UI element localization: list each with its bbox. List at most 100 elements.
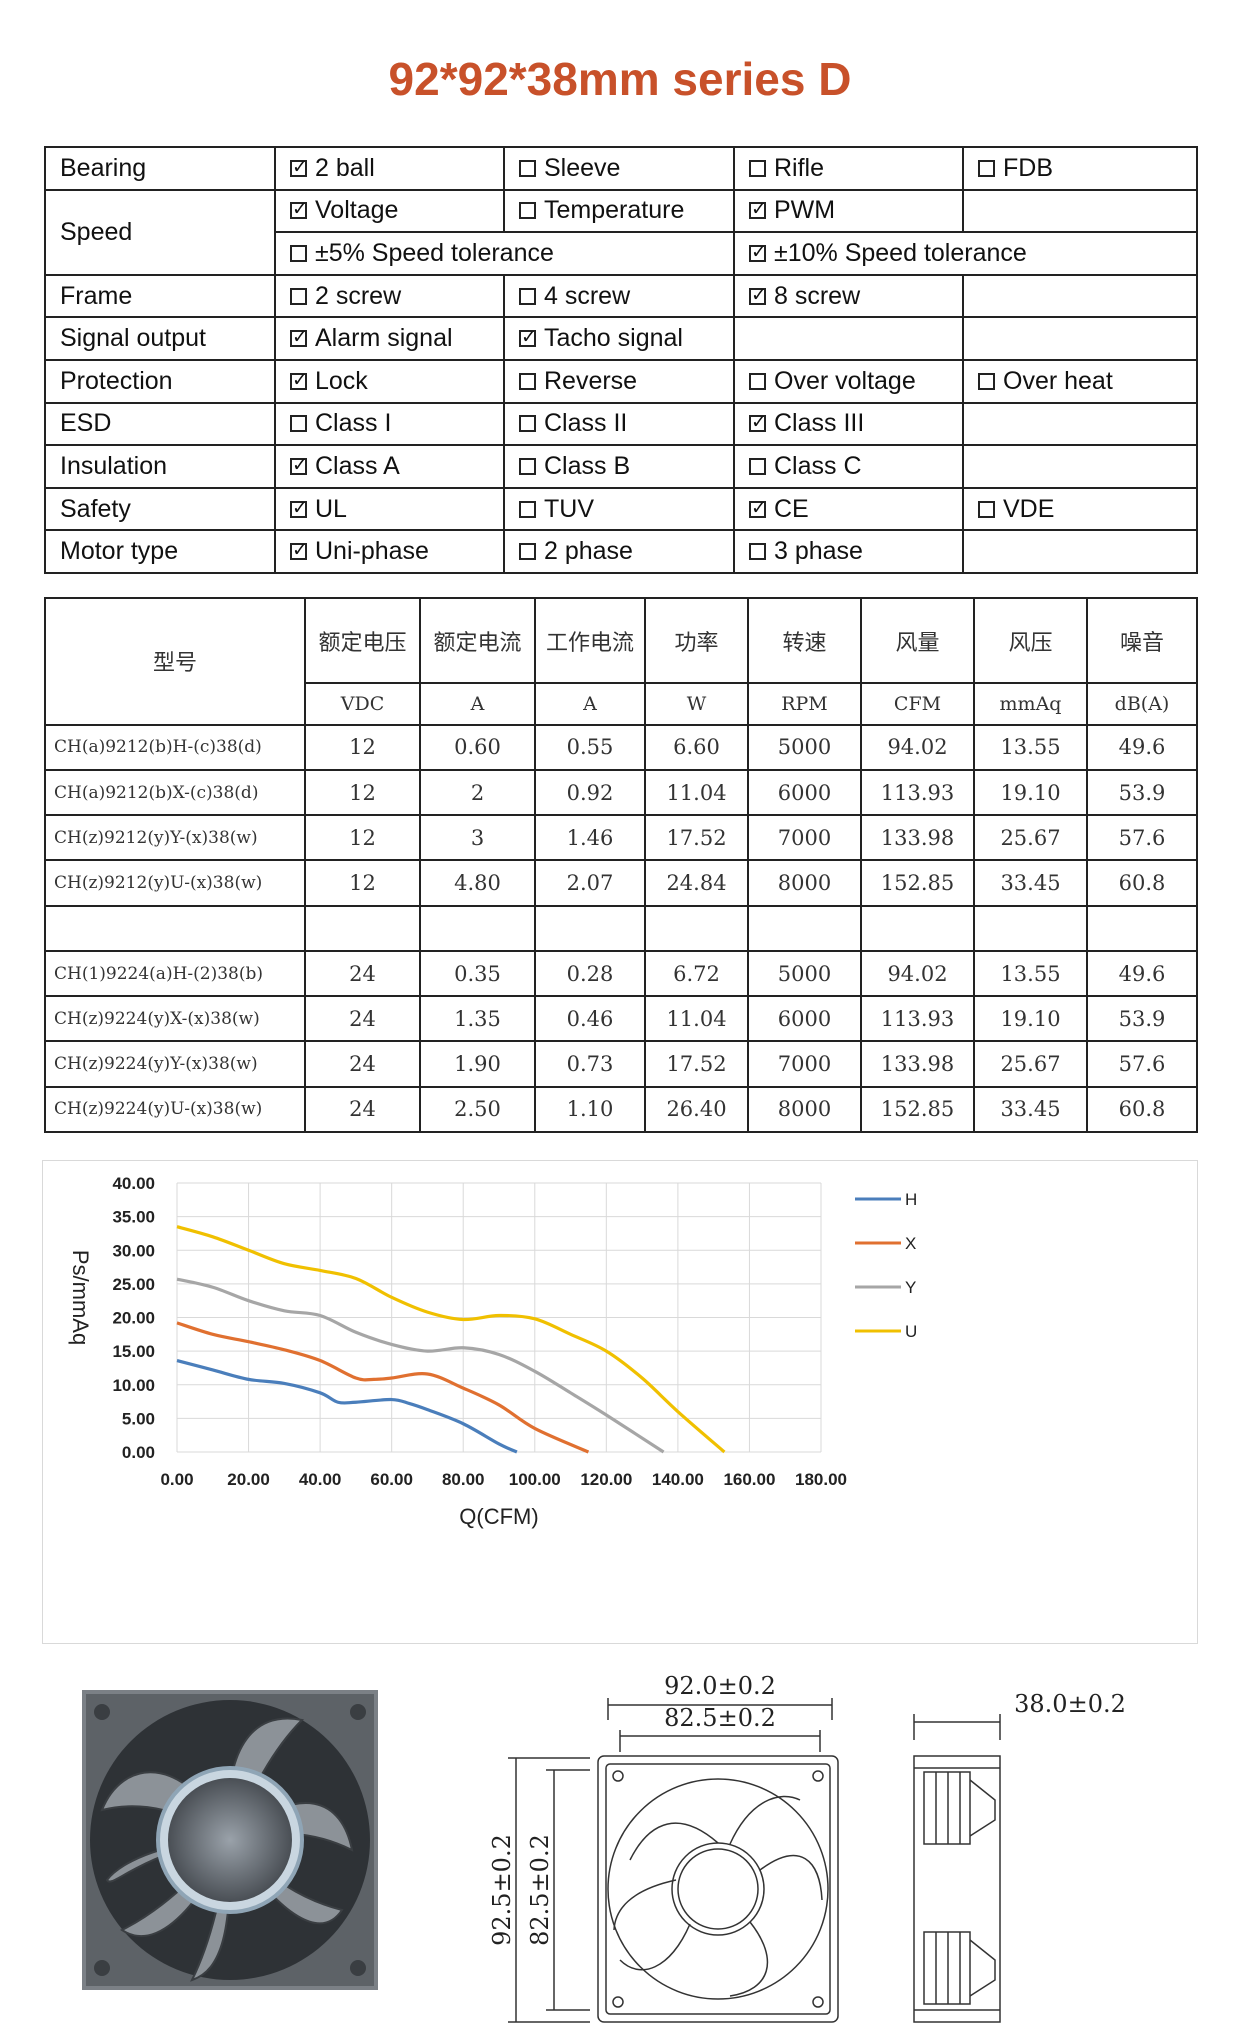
- unchecked-box-icon[interactable]: [519, 202, 536, 220]
- legend-label-X: X: [905, 1234, 916, 1253]
- x-tick-label: 100.00: [509, 1470, 561, 1489]
- unchecked-box-icon[interactable]: [749, 372, 766, 390]
- unchecked-box-icon[interactable]: [290, 287, 307, 305]
- height-inner-label: 82.5±0.2: [526, 1834, 554, 1946]
- option-frame-features.frame.options.0.text: 2 screw: [274, 273, 505, 319]
- series-line-H: [176, 1358, 518, 1454]
- value-cell: 133.98: [860, 1040, 975, 1088]
- spec-unit-cell: W: [644, 682, 749, 726]
- empty-cell: [534, 904, 646, 952]
- checked-box-icon[interactable]: [749, 410, 767, 436]
- empty-cell: [860, 904, 975, 952]
- checked-box-icon[interactable]: [290, 538, 308, 564]
- option-label: 4 screw: [544, 281, 631, 310]
- value-cell: 0.28: [534, 949, 646, 998]
- model-cell: CH(1)9224(a)H-(2)38(b): [44, 949, 306, 998]
- value-cell: 60.8: [1086, 1085, 1198, 1134]
- value-cell: 8000: [747, 1085, 862, 1134]
- unchecked-box-icon[interactable]: [519, 287, 536, 305]
- unchecked-box-icon[interactable]: [749, 159, 766, 177]
- value-cell: 24.84: [644, 859, 749, 907]
- checked-box-icon[interactable]: [290, 325, 308, 351]
- value-cell: 12: [304, 859, 421, 907]
- empty-cell: [733, 316, 964, 361]
- unchecked-box-icon[interactable]: [519, 457, 536, 475]
- checked-box-icon[interactable]: [749, 496, 767, 522]
- y-tick-label: 30.00: [112, 1241, 155, 1260]
- option-label: Over heat: [1003, 366, 1113, 395]
- unchecked-box-icon[interactable]: [290, 415, 307, 433]
- checked-box-icon[interactable]: [749, 240, 767, 266]
- feature-label-esd: ESD: [44, 401, 276, 447]
- spec-header-cell: 额定电压: [304, 596, 421, 685]
- option-safety-features.safety.options.0.text: UL: [274, 486, 505, 532]
- checked-box-icon[interactable]: [749, 283, 767, 309]
- feature-row-speed: Speed Voltage Temperature PWM: [44, 188, 1198, 276]
- option-protection-features.protection.options.3.text: Over heat: [962, 358, 1198, 404]
- value-cell: 5000: [747, 949, 862, 998]
- checked-box-icon[interactable]: [290, 197, 308, 223]
- option-label: Class B: [544, 451, 631, 480]
- feature-label-safety: Safety: [44, 486, 276, 532]
- value-cell: 7000: [747, 1040, 862, 1088]
- unchecked-box-icon[interactable]: [749, 543, 766, 561]
- option-label: Tacho signal: [544, 324, 683, 353]
- option-bearing-features.bearing.options.2.text: Rifle: [733, 146, 964, 191]
- value-cell: 25.67: [973, 1040, 1088, 1088]
- unchecked-box-icon[interactable]: [749, 457, 766, 475]
- value-cell: 133.98: [860, 814, 975, 862]
- unchecked-box-icon[interactable]: [290, 244, 307, 262]
- side-dimension-drawing: 38.0±0.2: [913, 1690, 1126, 2023]
- value-cell: 0.73: [534, 1040, 646, 1088]
- model-cell: CH(z)9224(y)U-(x)38(w): [44, 1085, 306, 1134]
- value-cell: 17.52: [644, 1040, 749, 1088]
- checked-box-icon[interactable]: [290, 155, 308, 181]
- x-tick-label: 40.00: [299, 1470, 342, 1489]
- unchecked-box-icon[interactable]: [978, 500, 995, 518]
- option-insulation-features.insulation.options.2.text: Class C: [733, 444, 964, 489]
- value-cell: 6000: [747, 995, 862, 1043]
- pq-chart: 0.00 5.00 10.00 15.00 20.00 25.00 30.00 35.00 40…: [42, 1160, 1198, 1644]
- unchecked-box-icon[interactable]: [519, 500, 536, 518]
- option-label: 2 ball: [315, 153, 375, 182]
- option-label: Temperature: [544, 196, 685, 225]
- value-cell: 57.6: [1086, 814, 1198, 862]
- checked-box-icon[interactable]: [749, 197, 767, 223]
- value-cell: 53.9: [1086, 768, 1198, 817]
- checked-box-icon[interactable]: [290, 453, 308, 479]
- legend-label-Y: Y: [905, 1278, 916, 1297]
- empty-cell: [962, 444, 1198, 489]
- unchecked-box-icon[interactable]: [519, 159, 536, 177]
- value-cell: 19.10: [973, 768, 1088, 817]
- option-motor-features.motor.options.1.text: 2 phase: [503, 529, 735, 574]
- series-line-Y: [176, 1277, 665, 1454]
- option-bearing-features.bearing.options.0.text: 2 ball: [274, 146, 505, 191]
- unchecked-box-icon[interactable]: [519, 415, 536, 433]
- spec-header-cell: 噪音: [1086, 596, 1198, 685]
- checked-box-icon[interactable]: [290, 368, 308, 394]
- y-axis-label: Ps/mmAq: [68, 1250, 93, 1345]
- option-bearing-features.bearing.options.1.text: Sleeve: [503, 146, 735, 191]
- value-cell: 49.6: [1086, 949, 1198, 998]
- value-cell: 94.02: [860, 723, 975, 771]
- option-esd-features.esd.options.2.text: Class III: [733, 401, 964, 447]
- feature-label-speed: Speed: [44, 188, 276, 276]
- y-tick-label: 15.00: [112, 1342, 155, 1361]
- checked-box-icon[interactable]: [290, 496, 308, 522]
- value-cell: 6.60: [644, 723, 749, 771]
- empty-cell: [1086, 904, 1198, 952]
- spec-unit-cell: dB(A): [1086, 682, 1198, 726]
- option-label: Class III: [774, 409, 865, 438]
- unchecked-box-icon[interactable]: [978, 372, 995, 390]
- empty-cell: [304, 904, 421, 952]
- unchecked-box-icon[interactable]: [978, 159, 995, 177]
- checked-box-icon[interactable]: [519, 325, 537, 351]
- option-esd-features.esd.options.0.text: Class I: [274, 401, 505, 447]
- unchecked-box-icon[interactable]: [519, 372, 536, 390]
- pq-chart-svg: 0.00 5.00 10.00 15.00 20.00 25.00 30.00 35.00 40…: [68, 1174, 917, 1529]
- model-cell: CH(a)9212(b)X-(c)38(d): [44, 768, 306, 817]
- unchecked-box-icon[interactable]: [519, 543, 536, 561]
- value-cell: 24: [304, 995, 421, 1043]
- value-cell: 11.04: [644, 995, 749, 1043]
- option-speed-features.speed.options.1.text: Temperature: [503, 188, 735, 234]
